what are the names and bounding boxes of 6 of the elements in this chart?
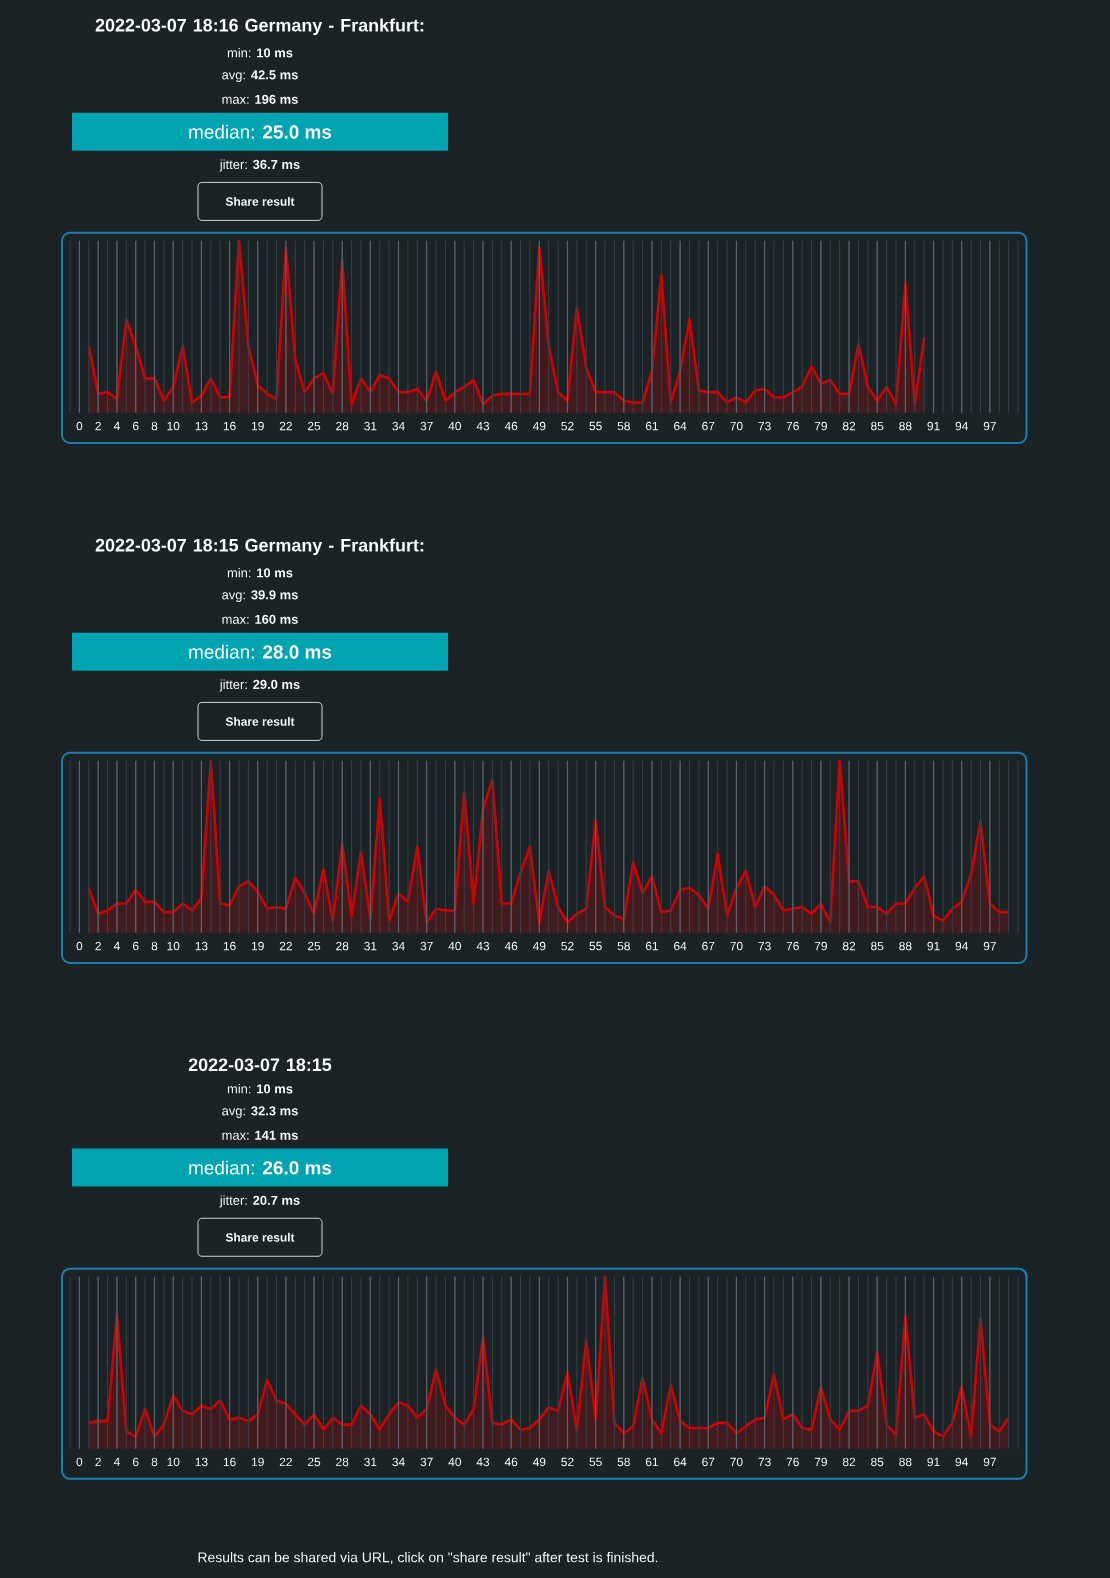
chart-title: 2022-03-07 18:16 Germany - Frankfurt:: [95, 18, 424, 36]
text: median: 25.0 ms: [189, 124, 332, 139]
text: median: 28.0 ms: [189, 644, 332, 659]
chart-title: 2022-03-07 18:15: [188, 1058, 332, 1072]
text: median: 26.0 ms: [189, 1160, 332, 1175]
chart-title: 2022-03-07 18:15 Germany - Frankfurt:: [95, 538, 424, 556]
